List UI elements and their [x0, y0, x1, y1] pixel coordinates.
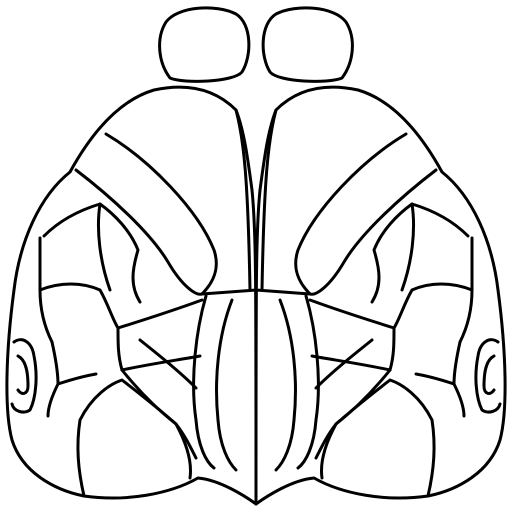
- right-inner-strip-2: [274, 298, 297, 472]
- right-inner-strip: [296, 294, 320, 470]
- left-inner-strip-2: [215, 298, 238, 472]
- left-occipital-region: [78, 378, 192, 480]
- right-parietal-a: [400, 202, 415, 292]
- right-visual-diagonal: [314, 338, 374, 390]
- right-temporal-top: [310, 354, 392, 372]
- left-parietal-c: [116, 326, 124, 372]
- right-parietal-c: [388, 326, 396, 372]
- left-inner-strip: [192, 294, 216, 470]
- right-parietal-b: [308, 298, 396, 330]
- right-motor-boundary: [308, 168, 438, 296]
- right-olfactory-bulb: [261, 6, 354, 83]
- right-hemisphere: [254, 6, 507, 506]
- left-auditory-inner: [16, 354, 30, 395]
- left-visual-diagonal: [138, 338, 198, 390]
- right-midline-cortex: [260, 108, 278, 292]
- left-somatosensory-a: [42, 202, 142, 304]
- right-lateral-c: [452, 382, 466, 418]
- right-frontal-boundary: [294, 132, 408, 296]
- left-central-band-top: [200, 288, 258, 296]
- right-auditory-loop: [474, 338, 502, 414]
- left-lateral-c: [46, 382, 60, 418]
- right-somatosensory-b: [392, 282, 474, 330]
- left-parietal-a: [97, 202, 112, 292]
- left-parietal-b: [116, 298, 204, 330]
- left-lateral-a: [38, 236, 54, 344]
- left-temporal-top: [120, 354, 202, 372]
- left-somatosensory-b: [38, 282, 120, 330]
- right-occipital-region: [320, 378, 434, 480]
- left-hemisphere: [5, 6, 258, 506]
- right-occipital-outline: [426, 418, 436, 498]
- right-auditory-inner: [482, 354, 496, 395]
- left-occipital-outline: [76, 418, 86, 498]
- left-midline-cortex: [234, 108, 252, 292]
- right-somatosensory-a: [370, 202, 470, 304]
- left-frontal-boundary: [104, 132, 218, 296]
- right-lateral-a: [458, 236, 474, 344]
- left-auditory-loop: [10, 338, 38, 414]
- right-central-band-top: [254, 288, 312, 296]
- left-olfactory-bulb: [158, 6, 251, 83]
- left-motor-boundary: [74, 168, 204, 296]
